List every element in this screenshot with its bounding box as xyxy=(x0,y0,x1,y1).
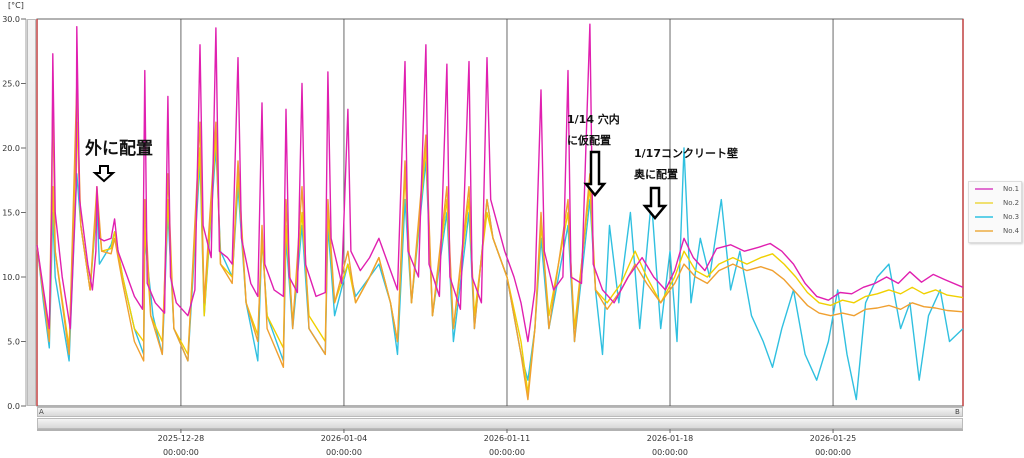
legend-swatch xyxy=(975,216,993,218)
legend-swatch xyxy=(975,202,993,204)
x-tick-label-date: 2026-01-04 xyxy=(321,434,368,443)
legend-swatch xyxy=(975,188,993,190)
legend-label: No.4 xyxy=(1003,227,1020,235)
x-tick-label-time: 00:00:00 xyxy=(326,448,362,457)
legend-label: No.2 xyxy=(1003,199,1020,207)
legend-swatch xyxy=(975,230,993,232)
range-slider[interactable] xyxy=(37,407,963,417)
arrow-down-icon xyxy=(583,150,607,197)
y-tick-label: 0.0 xyxy=(7,402,20,411)
annotation-jan14-line1: 1/14 穴内 xyxy=(567,113,620,126)
series-line-no3 xyxy=(36,147,964,401)
annotation-jan14-line2: に仮配置 xyxy=(567,134,611,147)
x-tick-label-time: 00:00:00 xyxy=(815,448,851,457)
annotation-jan17-line1: 1/17コンクリート壁 xyxy=(634,147,738,160)
y-tick-label: 15.0 xyxy=(2,209,20,218)
series-line-no1 xyxy=(36,23,964,343)
x-tick-label-date: 2026-01-25 xyxy=(810,434,857,443)
y-tick-label: 10.0 xyxy=(2,273,20,282)
plot-area xyxy=(36,18,964,407)
arrow-down-icon xyxy=(92,165,116,183)
legend-item-no4[interactable]: No.4 xyxy=(969,224,1021,238)
y-tick-label: 30.0 xyxy=(2,15,20,24)
horizontal-scrollbar[interactable] xyxy=(37,418,963,429)
legend-label: No.1 xyxy=(1003,185,1020,193)
legend-label: No.3 xyxy=(1003,213,1020,221)
annotation-jan17-line2: 奥に配置 xyxy=(634,168,678,181)
arrow-down-icon xyxy=(642,186,668,220)
y-tick-label: 20.0 xyxy=(2,144,20,153)
y-tick-label: 5.0 xyxy=(7,338,20,347)
x-tick-label-time: 00:00:00 xyxy=(489,448,525,457)
series-line-no4 xyxy=(36,82,964,401)
x-tick-label-time: 00:00:00 xyxy=(163,448,199,457)
x-tick-label-date: 2026-01-11 xyxy=(484,434,531,443)
legend-item-no1[interactable]: No.1 xyxy=(969,182,1021,196)
vertical-scrollbar[interactable] xyxy=(27,19,36,406)
range-marker-b[interactable]: B xyxy=(955,408,960,416)
legend-item-no3[interactable]: No.3 xyxy=(969,210,1021,224)
annotation-outside: 外に配置 xyxy=(85,139,153,159)
x-tick-label-date: 2025-12-28 xyxy=(158,434,205,443)
y-tick-label: 25.0 xyxy=(2,80,20,89)
legend-item-no2[interactable]: No.2 xyxy=(969,196,1021,210)
range-marker-a[interactable]: A xyxy=(39,408,44,416)
x-tick-label-time: 00:00:00 xyxy=(652,448,688,457)
legend: No.1 No.2 No.3 No.4 xyxy=(968,181,1022,243)
y-axis-unit-label: [°C] xyxy=(8,1,24,10)
x-tick-label-date: 2026-01-18 xyxy=(647,434,694,443)
